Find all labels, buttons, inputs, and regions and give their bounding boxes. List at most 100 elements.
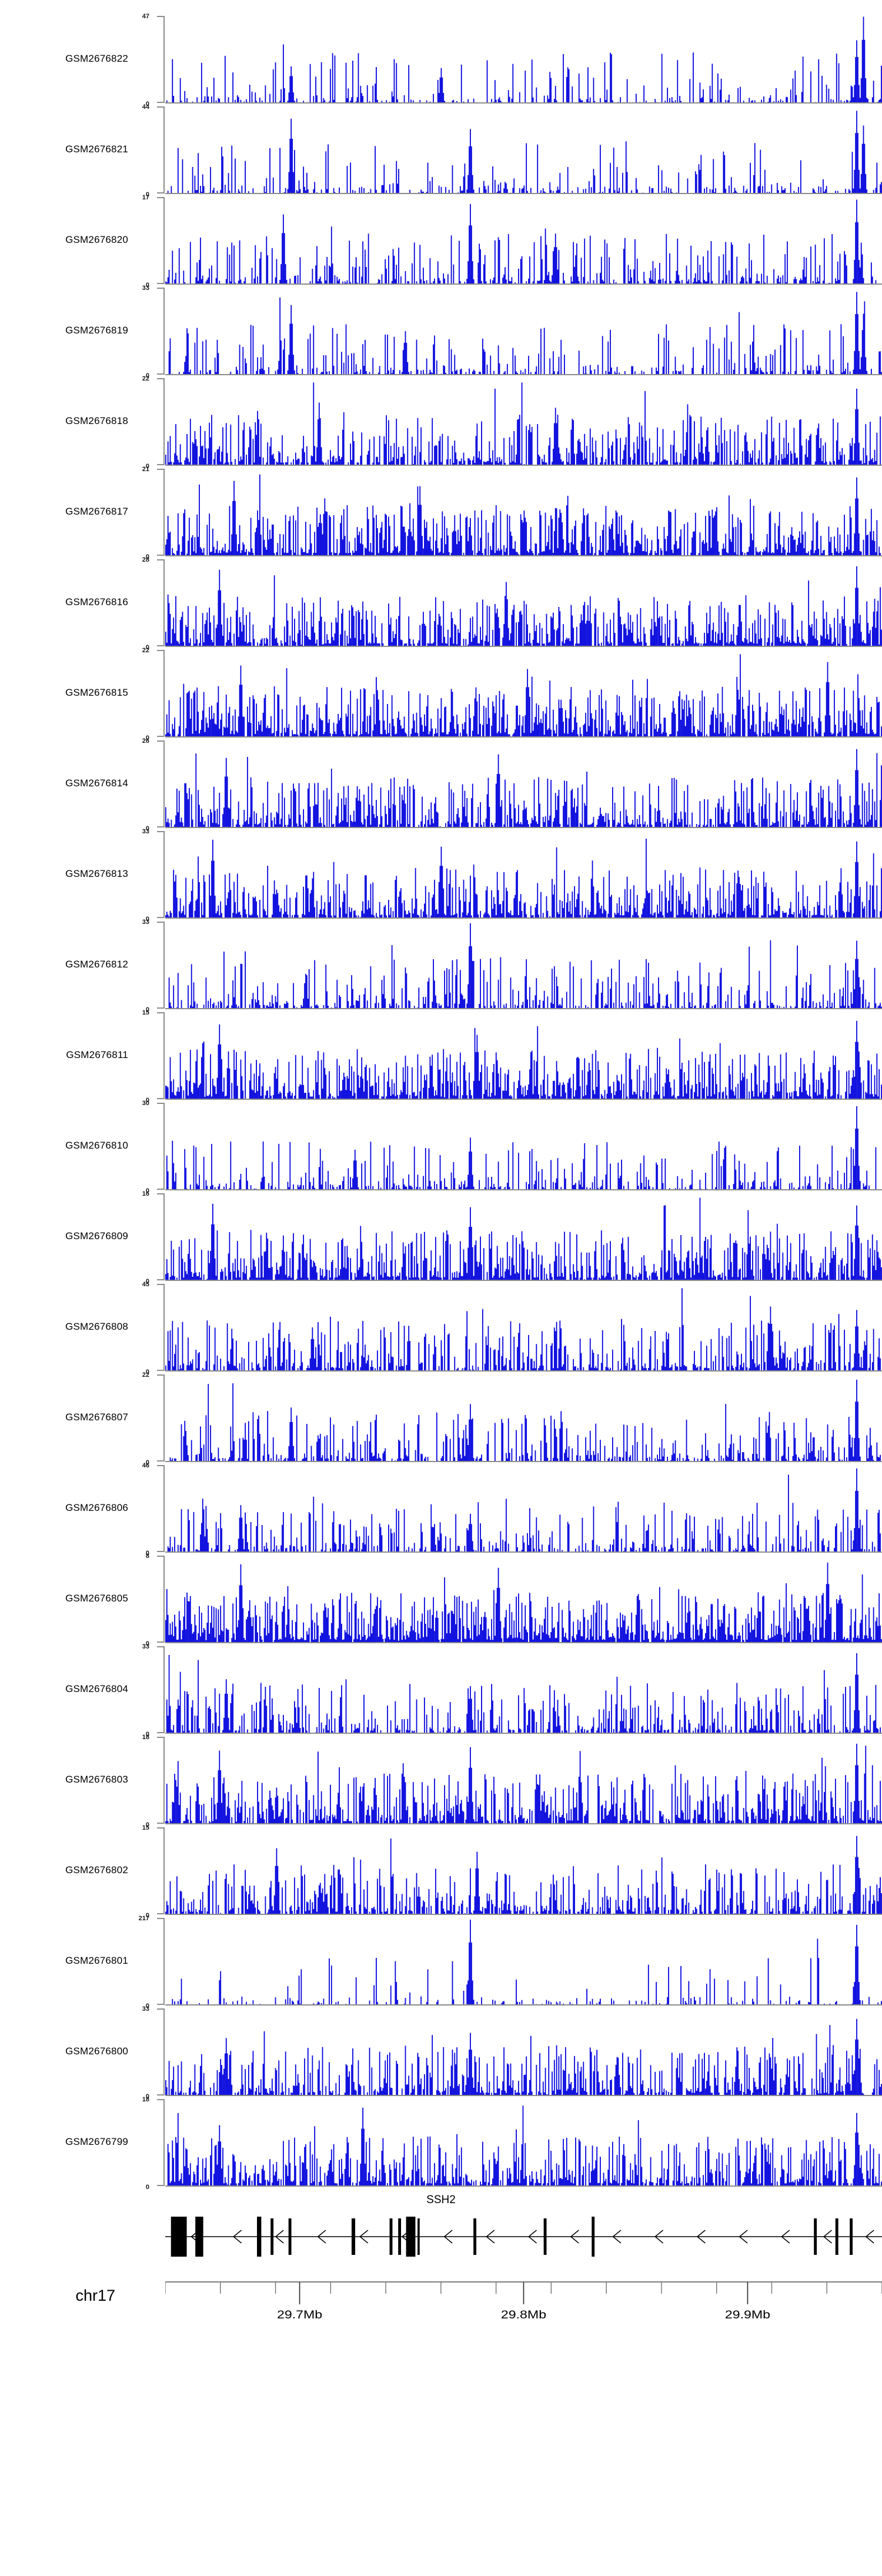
- y-axis-spine: [163, 2008, 165, 2095]
- coverage-signal-plot[interactable]: [165, 1103, 882, 1190]
- coverage-track[interactable]: GSM2676811 15 0: [0, 1010, 882, 1104]
- coverage-signal-plot[interactable]: [165, 1193, 882, 1280]
- axis-tick-label: 29.9Mb: [725, 2309, 770, 2321]
- y-axis-tick-top: [157, 16, 165, 17]
- y-axis-max-label: 8: [145, 1553, 149, 1560]
- y-axis-tick-bottom: [157, 2004, 165, 2005]
- coverage-track[interactable]: GSM2676802 15 0: [0, 1825, 882, 1919]
- y-axis-bracket: [152, 559, 165, 646]
- coverage-track[interactable]: GSM2676814 26 0: [0, 738, 882, 832]
- coverage-signal-plot[interactable]: [165, 16, 882, 103]
- track-label: GSM2676811: [66, 1049, 128, 1060]
- coverage-signal-plot[interactable]: [165, 831, 882, 918]
- track-label: GSM2676820: [65, 234, 128, 245]
- y-axis-min-label: 0: [145, 1006, 149, 1013]
- y-axis: 45 0: [134, 1282, 165, 1376]
- gene-annotation-track[interactable]: SSH2: [0, 2194, 882, 2270]
- coverage-signal-plot[interactable]: [165, 650, 882, 737]
- coverage-track[interactable]: GSM2676821 44 0: [0, 104, 882, 198]
- track-label: GSM2676810: [65, 1140, 128, 1151]
- y-axis-spine: [163, 1465, 165, 1552]
- coverage-signal-plot[interactable]: [165, 1374, 882, 1461]
- coverage-track[interactable]: GSM2676815 22 0: [0, 648, 882, 742]
- coverage-track[interactable]: GSM2676810 30 0: [0, 1100, 882, 1194]
- coverage-signal-plot[interactable]: [165, 2008, 882, 2095]
- coverage-track[interactable]: GSM2676812 33 0: [0, 919, 882, 1013]
- gene-model-svg: [165, 2217, 882, 2257]
- track-label: GSM2676819: [65, 325, 128, 336]
- coverage-track[interactable]: GSM2676813 33 0: [0, 829, 882, 923]
- coverage-track[interactable]: GSM2676806 46 0: [0, 1463, 882, 1557]
- y-axis-bracket: [152, 469, 165, 556]
- coverage-track[interactable]: GSM2676809 16 0: [0, 1191, 882, 1285]
- coverage-signal-plot[interactable]: [165, 1827, 882, 1914]
- y-axis-min-label: 0: [145, 1459, 149, 1466]
- y-axis-min-label: 0: [145, 735, 149, 742]
- y-axis-tick-top: [157, 197, 165, 198]
- coverage-signal-plot[interactable]: [165, 1737, 882, 1824]
- y-axis-max-label: 47: [142, 13, 149, 20]
- coverage-signal-plot[interactable]: [165, 559, 882, 646]
- coverage-signal-plot[interactable]: [165, 2099, 882, 2186]
- coverage-signal-plot[interactable]: [165, 106, 882, 193]
- track-baseline: [165, 1551, 882, 1553]
- track-label: GSM2676816: [65, 596, 128, 608]
- coverage-track[interactable]: GSM2676817 21 0: [0, 466, 882, 560]
- coverage-track[interactable]: GSM2676816 28 0: [0, 557, 882, 651]
- y-axis-tick-top: [157, 1374, 165, 1376]
- coverage-signal-plot[interactable]: [165, 469, 882, 556]
- coverage-track[interactable]: GSM2676804 33 0: [0, 1644, 882, 1738]
- y-axis-max-label: 217: [138, 1915, 149, 1922]
- y-axis-max-label: 26: [142, 738, 149, 745]
- coverage-signal-plot[interactable]: [165, 740, 882, 827]
- coverage-histogram: [166, 16, 882, 103]
- coverage-track[interactable]: GSM2676822 47 0: [0, 13, 882, 108]
- y-axis-spine: [163, 1737, 165, 1824]
- y-axis-min-label: 0: [145, 372, 149, 379]
- coverage-signal-plot[interactable]: [165, 1646, 882, 1733]
- gene-model-graphic[interactable]: [165, 2211, 882, 2262]
- track-label: GSM2676805: [65, 1593, 128, 1604]
- y-axis-tick-bottom: [157, 736, 165, 737]
- y-axis: 33 0: [134, 919, 165, 1013]
- coverage-track[interactable]: GSM2676819 33 0: [0, 285, 882, 379]
- coverage-signal-plot[interactable]: [165, 1918, 882, 2005]
- axis-ruler-graphic[interactable]: 29.7Mb 29.8Mb 29.9Mb: [165, 2276, 882, 2341]
- y-axis-spine: [163, 106, 165, 193]
- coverage-track[interactable]: GSM2676805 8 0: [0, 1553, 882, 1647]
- coverage-track[interactable]: GSM2676818 22 0: [0, 376, 882, 470]
- y-axis-min-label: 0: [145, 463, 149, 470]
- coverage-signal-plot[interactable]: [165, 1465, 882, 1552]
- y-axis-tick-bottom: [157, 1098, 165, 1099]
- gene-exon: [543, 2218, 547, 2255]
- coverage-track[interactable]: GSM2676807 22 0: [0, 1372, 882, 1466]
- y-axis-min-label: 0: [145, 1187, 149, 1194]
- coverage-track[interactable]: GSM2676820 17 0: [0, 195, 882, 289]
- gene-exon: [406, 2217, 416, 2257]
- y-axis: 16 0: [134, 1191, 165, 1285]
- y-axis-max-label: 30: [142, 1100, 149, 1107]
- coverage-track[interactable]: GSM2676808 45 0: [0, 1282, 882, 1376]
- track-label: GSM2676818: [65, 415, 128, 426]
- y-axis-tick-bottom: [157, 645, 165, 646]
- track-baseline: [165, 1370, 882, 1372]
- coverage-signal-plot[interactable]: [165, 1012, 882, 1099]
- coverage-track[interactable]: GSM2676800 33 0: [0, 2006, 882, 2100]
- y-axis: 30 0: [134, 1100, 165, 1194]
- coverage-signal-plot[interactable]: [165, 197, 882, 284]
- strand-arrow-left: [232, 2230, 242, 2244]
- coverage-signal-plot[interactable]: [165, 1556, 882, 1643]
- coverage-track[interactable]: GSM2676801 217 0: [0, 1915, 882, 2010]
- y-axis-tick-top: [157, 1827, 165, 1828]
- coverage-signal-plot[interactable]: [165, 288, 882, 375]
- coverage-track[interactable]: GSM2676799 18 0: [0, 2097, 882, 2191]
- y-axis-spine: [163, 831, 165, 918]
- axis-tick-label: 29.8Mb: [501, 2309, 546, 2321]
- coverage-histogram: [167, 111, 882, 193]
- coverage-track[interactable]: GSM2676803 18 0: [0, 1734, 882, 1828]
- y-axis: 28 0: [134, 557, 165, 651]
- coverage-signal-plot[interactable]: [165, 378, 882, 465]
- coverage-signal-plot[interactable]: [165, 922, 882, 1009]
- coverage-signal-plot[interactable]: [165, 1284, 882, 1371]
